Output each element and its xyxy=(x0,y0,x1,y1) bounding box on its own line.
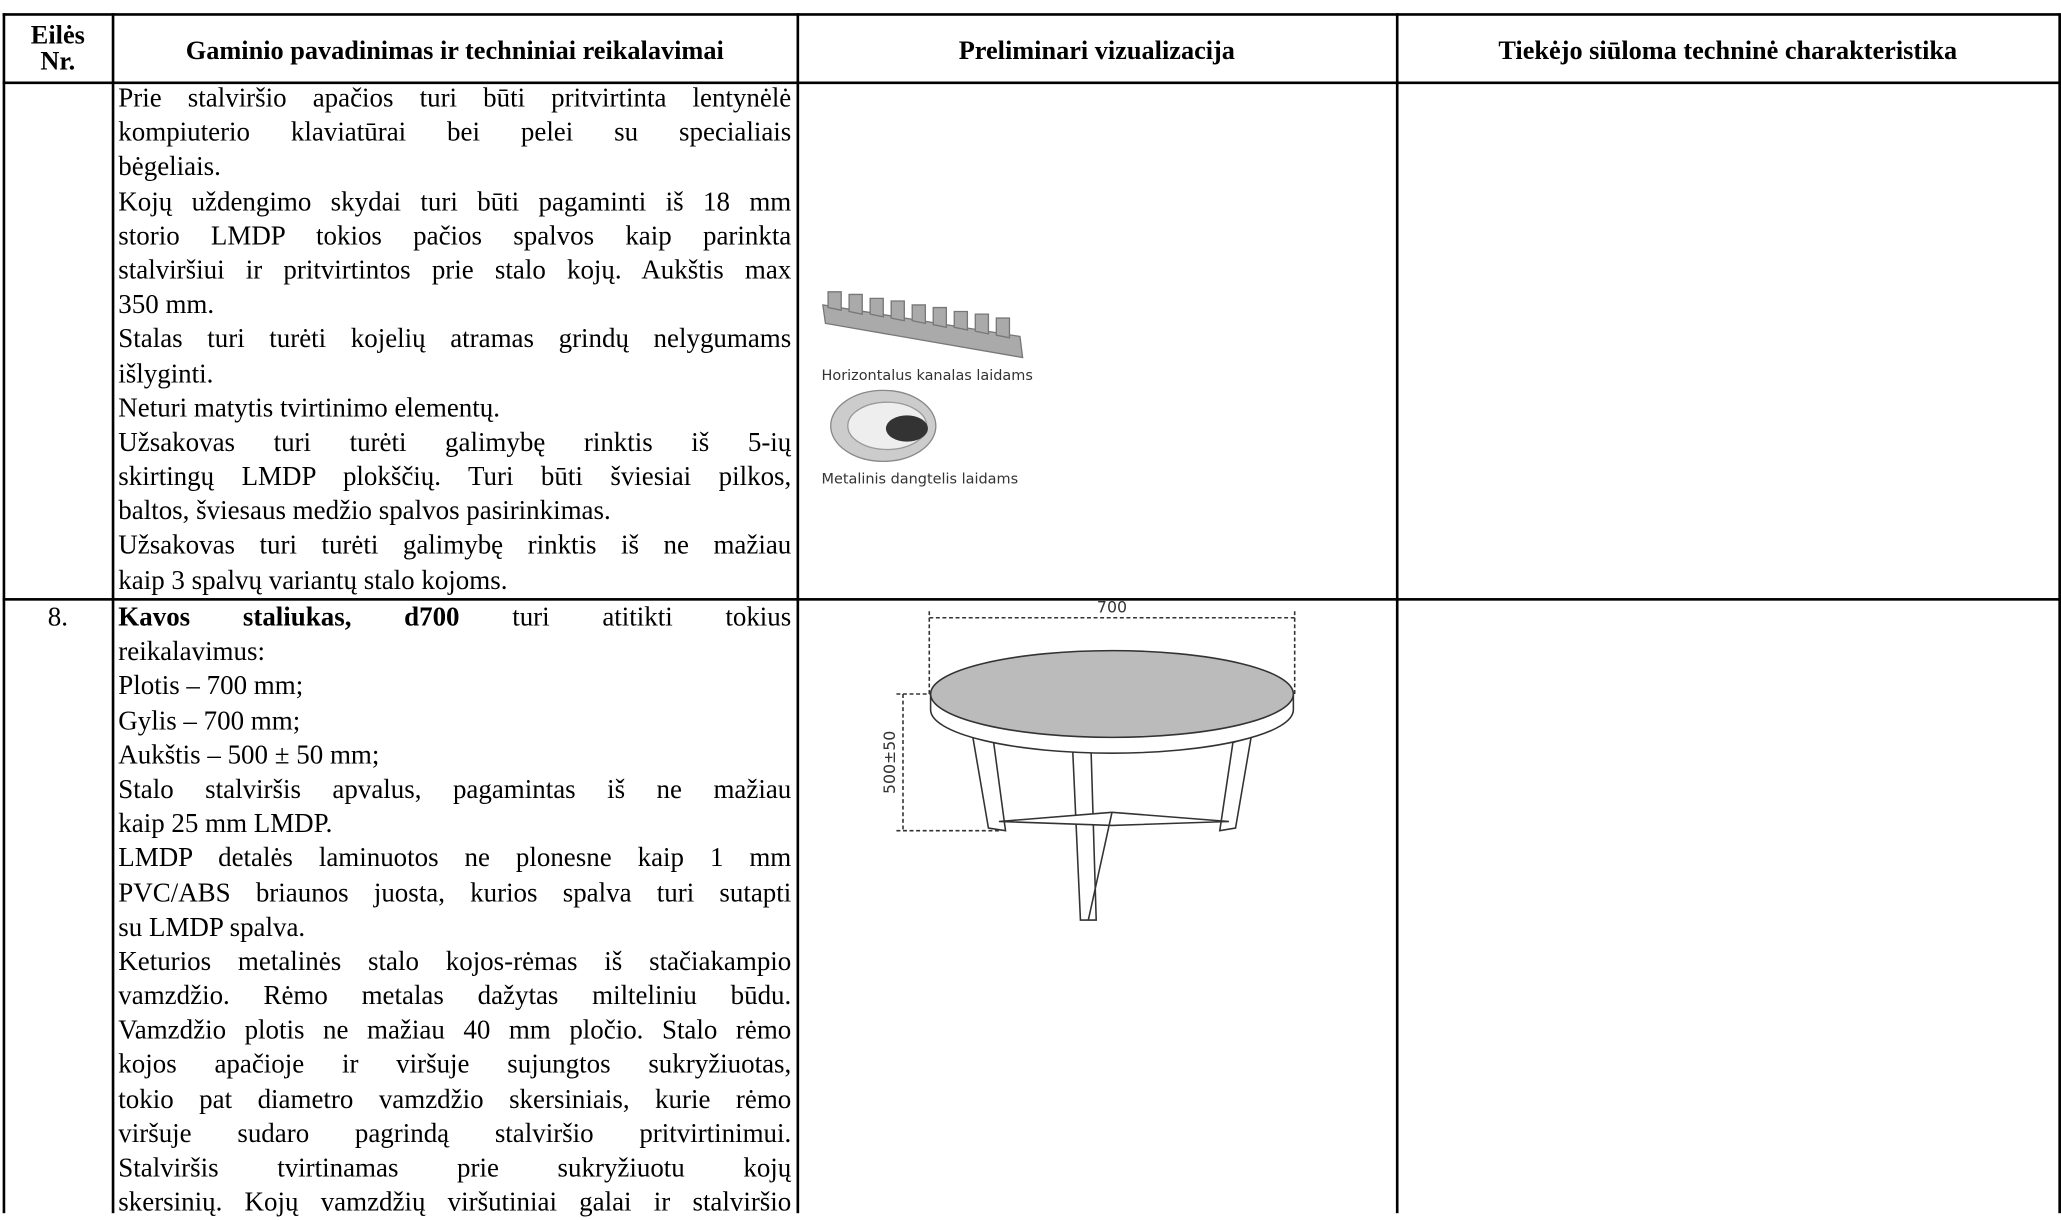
text-line: Vamzdžio plotis ne mažiau 40 mm pločio. … xyxy=(118,1016,792,1046)
text-line: Aukštis – 500 ± 50 mm; xyxy=(118,740,380,770)
text-line: LMDP detalės laminuotos ne plonesne kaip… xyxy=(118,844,792,874)
text-line: išlyginti. xyxy=(118,359,214,389)
text-line: Stalviršis tvirtinamas prie sukryžiuotu … xyxy=(118,1154,792,1183)
text-line: Užsakovas turi turėti galimybę rinktis i… xyxy=(118,428,792,458)
header-cell: Eilės Nr. xyxy=(4,14,112,81)
text-line: 350 mm. xyxy=(118,290,215,320)
dimension-label: 700 xyxy=(1097,598,1127,617)
text-line: PVC/ABS briaunos juosta, kurios spalva t… xyxy=(118,878,792,908)
text-line: Keturios metalinės stalo kojos-rėmas iš … xyxy=(118,947,792,977)
border xyxy=(2,81,2060,84)
cable-channel-image xyxy=(822,291,1024,359)
text-line: kompiuterio klaviatūrai bei pelei su spe… xyxy=(118,118,792,148)
text-line: Gylis – 700 mm; xyxy=(118,706,301,736)
header-cell: Tiekėjo siūloma techninė charakteristika xyxy=(1397,14,2058,81)
text-line: reikalavimus: xyxy=(118,637,265,667)
border xyxy=(1395,13,1398,1214)
dimension-label: 500±50 xyxy=(880,731,899,794)
text-line: Užsakovas turi turėti galimybę rinktis i… xyxy=(118,531,792,561)
border xyxy=(2,598,2060,601)
image-caption: Horizontalus kanalas laidams xyxy=(822,368,1033,384)
text: turi atitikti tokius xyxy=(459,603,792,633)
bold-text: Kavos staliukas, d700 xyxy=(118,603,460,633)
header-text: Preliminari vizualizacija xyxy=(958,36,1235,66)
text-line: kojos apačioje ir viršuje sujungtos sukr… xyxy=(118,1050,792,1080)
grommet-image xyxy=(830,389,937,463)
text-line: kaip 3 spalvų variantų stalo kojoms. xyxy=(118,566,508,595)
header-cell: Preliminari vizualizacija xyxy=(798,14,1396,81)
text-line: kaip 25 mm LMDP. xyxy=(118,809,333,839)
border xyxy=(2,13,2060,16)
header-cell: Gaminio pavadinimas ir techniniai reikal… xyxy=(113,14,796,81)
text-line: Stalo stalviršis apvalus, pagamintas iš … xyxy=(118,775,792,805)
text-line: Kojų uždengimo skydai turi būti pagamint… xyxy=(118,187,792,217)
border xyxy=(111,13,114,1214)
text-line: skirtingų LMDP plokščių. Turi būti švies… xyxy=(118,462,792,492)
border xyxy=(2,13,5,1214)
text-line: Stalas turi turėti kojelių atramas grind… xyxy=(118,325,792,354)
header-text: Nr. xyxy=(40,46,76,76)
text-line: storio LMDP tokios pačios spalvos kaip p… xyxy=(118,221,792,251)
header-text: Eilės xyxy=(30,20,85,50)
text-line: Prie stalviršio apačios turi būti pritvi… xyxy=(118,84,792,114)
text-line: su LMDP spalva. xyxy=(118,913,306,943)
text-line: baltos, šviesaus medžio spalvos pasirink… xyxy=(118,497,611,527)
text-line: viršuje sudaro pagrindą stalviršio pritv… xyxy=(118,1119,792,1149)
text-line: tokio pat diametro vamzdžio skersiniais,… xyxy=(118,1085,792,1115)
text-line: bėgeliais. xyxy=(118,152,221,182)
header-text: Gaminio pavadinimas ir techniniai reikal… xyxy=(185,36,724,66)
header-text: Tiekėjo siūloma techninė charakteristika xyxy=(1498,36,1958,66)
text-line: Plotis – 700 mm; xyxy=(118,672,304,702)
text-line: Neturi matytis tvirtinimo elementų. xyxy=(118,393,500,423)
row-number: 8. xyxy=(47,603,68,633)
text-line: stalviršiui ir pritvirtintos prie stalo … xyxy=(118,256,792,286)
border xyxy=(2058,13,2061,1214)
border xyxy=(796,13,799,1214)
image-caption: Metalinis dangtelis laidams xyxy=(822,472,1019,488)
text-line: Kavos staliukas, d700 turi atitikti toki… xyxy=(118,601,791,635)
text-line: vamzdžio. Rėmo metalas dažytas miltelini… xyxy=(118,981,792,1011)
requirements: Prie stalviršio apačios turi būti pritvi… xyxy=(118,81,791,597)
coffee-table-drawing xyxy=(896,611,1296,921)
